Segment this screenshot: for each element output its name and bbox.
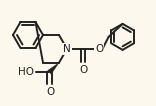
Text: O: O	[95, 44, 103, 54]
Polygon shape	[48, 63, 59, 74]
Text: HO: HO	[18, 67, 34, 77]
Text: O: O	[46, 87, 55, 97]
Text: O: O	[79, 65, 87, 75]
Text: N: N	[63, 44, 71, 54]
